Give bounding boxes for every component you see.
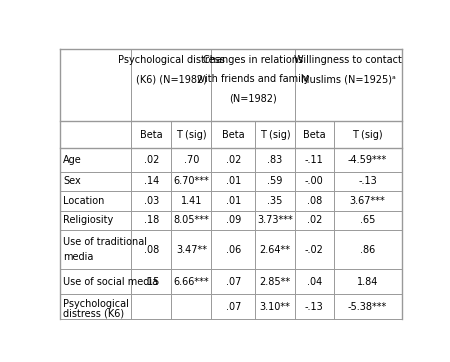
Text: T (sig): T (sig) <box>260 130 290 140</box>
Text: Beta: Beta <box>140 130 162 140</box>
Text: distress (K6): distress (K6) <box>63 308 124 318</box>
Text: -.00: -.00 <box>305 176 324 186</box>
Text: T (sig): T (sig) <box>352 130 383 140</box>
Text: .04: .04 <box>307 277 322 287</box>
Text: .09: .09 <box>225 215 241 226</box>
Text: -4.59***: -4.59*** <box>348 155 387 165</box>
Text: .15: .15 <box>144 277 159 287</box>
Text: (K6) (N=1982): (K6) (N=1982) <box>136 74 207 84</box>
Text: -.13: -.13 <box>358 176 377 186</box>
Text: .01: .01 <box>225 196 241 206</box>
Text: .35: .35 <box>267 196 283 206</box>
Text: -.13: -.13 <box>305 302 324 312</box>
Text: with friends and family: with friends and family <box>197 74 310 84</box>
Text: .02: .02 <box>225 155 241 165</box>
Text: .14: .14 <box>144 176 159 186</box>
Text: -.02: -.02 <box>305 245 324 255</box>
Text: 3.73***: 3.73*** <box>257 215 293 226</box>
Text: .83: .83 <box>267 155 283 165</box>
Text: .07: .07 <box>225 302 241 312</box>
Text: Religiosity: Religiosity <box>63 215 113 226</box>
Text: 1.84: 1.84 <box>357 277 378 287</box>
Text: .08: .08 <box>144 245 159 255</box>
Text: Changes in relations: Changes in relations <box>203 55 303 64</box>
Text: Use of social media: Use of social media <box>63 277 158 287</box>
Text: .03: .03 <box>144 196 159 206</box>
Text: .18: .18 <box>144 215 159 226</box>
Text: 6.70***: 6.70*** <box>174 176 209 186</box>
Text: Psychological distress: Psychological distress <box>118 55 225 64</box>
Text: .07: .07 <box>225 277 241 287</box>
Text: .70: .70 <box>184 155 199 165</box>
Text: .65: .65 <box>360 215 375 226</box>
Text: media: media <box>63 252 94 262</box>
Text: 8.05***: 8.05*** <box>174 215 209 226</box>
Text: (N=1982): (N=1982) <box>230 94 277 104</box>
Text: Psychological: Psychological <box>63 299 129 309</box>
Text: 3.10**: 3.10** <box>260 302 291 312</box>
Text: Beta: Beta <box>222 130 244 140</box>
Text: Beta: Beta <box>303 130 326 140</box>
Text: .08: .08 <box>307 196 322 206</box>
Text: .01: .01 <box>225 176 241 186</box>
Text: .02: .02 <box>306 215 322 226</box>
Text: Sex: Sex <box>63 176 81 186</box>
Text: -.11: -.11 <box>305 155 324 165</box>
Text: Willingness to contact: Willingness to contact <box>294 55 402 64</box>
Text: Muslims (N=1925)ᵃ: Muslims (N=1925)ᵃ <box>301 74 396 84</box>
Text: .59: .59 <box>267 176 283 186</box>
Text: T (sig): T (sig) <box>176 130 207 140</box>
Text: Use of traditional: Use of traditional <box>63 237 147 247</box>
Text: Age: Age <box>63 155 82 165</box>
Text: Location: Location <box>63 196 104 206</box>
Text: 3.67***: 3.67*** <box>350 196 385 206</box>
Text: 2.64**: 2.64** <box>260 245 291 255</box>
Text: 1.41: 1.41 <box>181 196 202 206</box>
Text: 3.47**: 3.47** <box>176 245 207 255</box>
Text: .02: .02 <box>144 155 159 165</box>
Text: 2.85**: 2.85** <box>260 277 291 287</box>
Text: 6.66***: 6.66*** <box>174 277 209 287</box>
Text: -5.38***: -5.38*** <box>348 302 387 312</box>
Text: .06: .06 <box>225 245 241 255</box>
Text: .86: .86 <box>360 245 375 255</box>
